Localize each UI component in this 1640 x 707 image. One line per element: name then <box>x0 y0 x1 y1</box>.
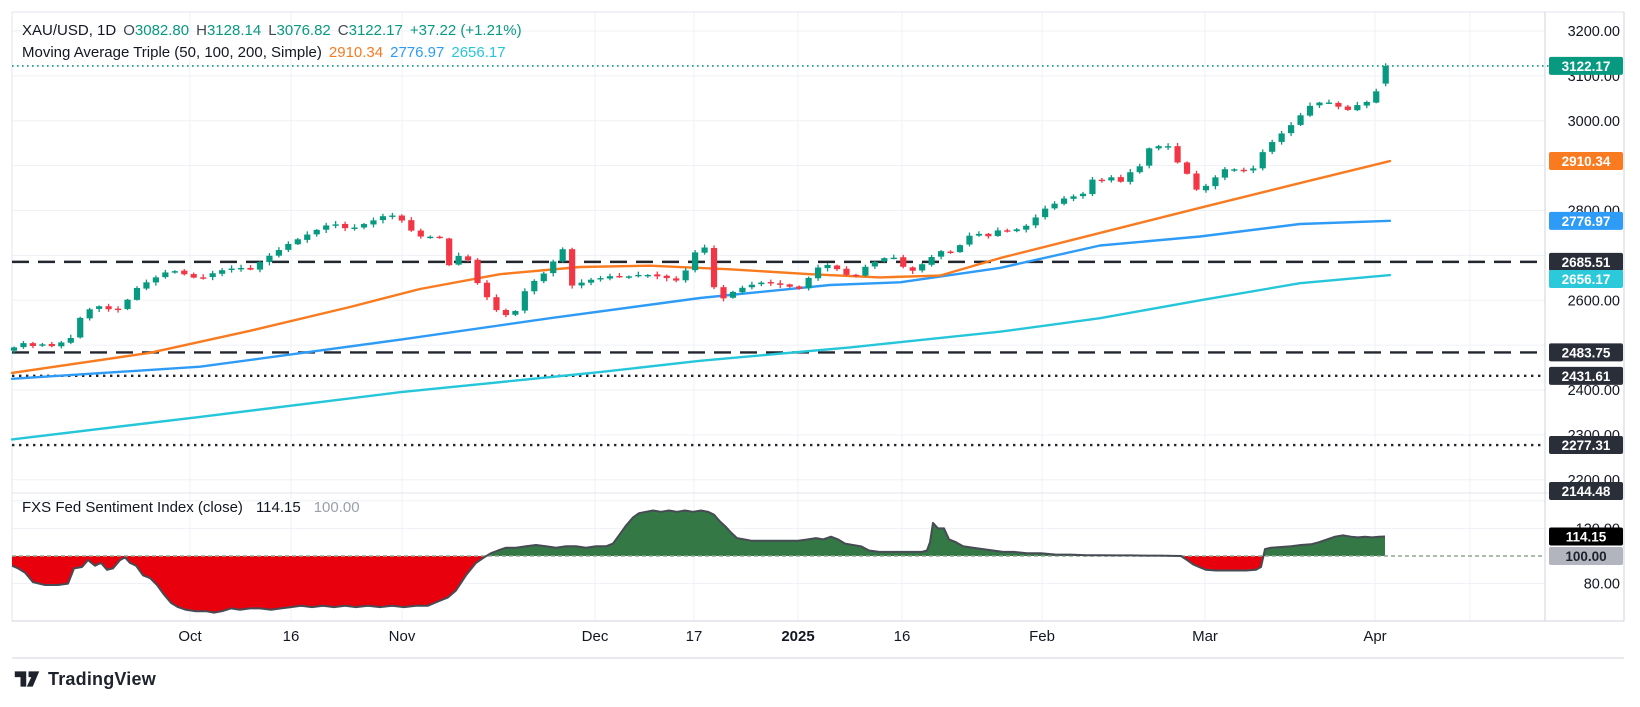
moving-averages <box>10 159 1392 441</box>
sentiment-area-negative <box>12 556 1385 613</box>
sma-50-line[interactable] <box>10 159 1392 375</box>
ma50-value: 2910.34 <box>328 44 384 61</box>
price-axis-label: 80.00 <box>1584 577 1620 593</box>
svg-text:100.00: 100.00 <box>1565 549 1606 564</box>
svg-text:2656.17: 2656.17 <box>1562 272 1611 287</box>
price-axis-badge[interactable]: 100.00 <box>1549 547 1623 565</box>
svg-text:2431.61: 2431.61 <box>1562 369 1611 384</box>
ohlc-high: H3128.14 <box>196 22 262 39</box>
time-axis-label: Feb <box>1029 628 1055 645</box>
price-axis-label: 2600.00 <box>1568 293 1620 309</box>
time-axis-label: Nov <box>389 628 416 645</box>
tradingview-logo[interactable]: TradingView <box>14 668 156 690</box>
sma-200-line[interactable] <box>10 273 1392 441</box>
tradingview-logo-icon <box>14 671 40 687</box>
sentiment-legend[interactable]: FXS Fed Sentiment Index (close) 114.15 1… <box>22 499 360 516</box>
price-axis-badge[interactable]: 2144.48 <box>1549 482 1623 500</box>
price-axis-badge[interactable]: 2656.17 <box>1549 270 1623 288</box>
sentiment-legend-label: FXS Fed Sentiment Index (close) <box>22 499 243 516</box>
price-axis-label: 3000.00 <box>1568 114 1620 130</box>
svg-text:2277.31: 2277.31 <box>1562 438 1611 453</box>
ma-legend-label: Moving Average Triple (50, 100, 200, Sim… <box>22 44 322 61</box>
svg-text:2685.51: 2685.51 <box>1562 255 1611 270</box>
ohlc-close: C3122.17 <box>337 22 403 39</box>
sentiment-outline <box>11 509 1386 614</box>
symbol-legend[interactable]: XAU/USD, 1D O3082.80 H3128.14 L3076.82 C… <box>22 22 522 39</box>
price-axis-label: 2400.00 <box>1568 383 1620 399</box>
price-axis-badge[interactable]: 2910.34 <box>1549 151 1623 170</box>
price-axis-badge[interactable]: 3122.17 <box>1549 56 1623 75</box>
svg-text:3122.17: 3122.17 <box>1562 59 1611 74</box>
svg-text:2910.34: 2910.34 <box>1562 154 1611 169</box>
price-axis-badge[interactable]: 2776.97 <box>1549 211 1623 230</box>
price-change: +37.22 (+1.21%) <box>409 22 522 39</box>
ma200-value: 2656.17 <box>451 44 506 61</box>
candlesticks <box>10 63 1389 355</box>
sentiment-value: 114.15 <box>255 499 301 516</box>
time-axis-label: 16 <box>283 628 300 645</box>
svg-text:2776.97: 2776.97 <box>1562 214 1611 229</box>
price-axis-badge[interactable]: 2685.51 <box>1549 252 1623 271</box>
price-axis[interactable]: 3200.003100.003000.002800.002600.002400.… <box>1549 24 1623 593</box>
price-axis-badge[interactable]: 2277.31 <box>1549 436 1623 455</box>
svg-text:2144.48: 2144.48 <box>1562 484 1611 499</box>
pane-frame <box>11 11 1625 659</box>
time-axis-label: Dec <box>582 628 609 645</box>
price-axis-badge[interactable]: 2431.61 <box>1549 366 1623 385</box>
level-lines <box>12 65 1549 447</box>
time-axis-label: Apr <box>1363 628 1386 645</box>
grid-lines <box>12 12 1545 621</box>
svg-text:2483.75: 2483.75 <box>1562 345 1611 360</box>
symbol-name: XAU/USD, 1D <box>22 22 117 39</box>
time-axis-label: 16 <box>894 628 911 645</box>
svg-text:114.15: 114.15 <box>1566 529 1607 544</box>
time-axis[interactable]: Oct 16 Nov Dec 17 2025 16 Feb Mar Apr <box>178 628 1386 645</box>
sentiment-area-chart[interactable] <box>11 509 1545 614</box>
price-axis-badge[interactable]: 114.15 <box>1549 527 1623 546</box>
price-axis-label: 3200.00 <box>1568 24 1620 40</box>
ma-legend[interactable]: Moving Average Triple (50, 100, 200, Sim… <box>22 44 506 61</box>
tradingview-logo-text: TradingView <box>48 668 156 689</box>
time-axis-label: 17 <box>686 628 703 645</box>
ohlc-open: O3082.80 <box>123 22 190 39</box>
sma-100-line[interactable] <box>10 219 1392 380</box>
time-axis-label: Oct <box>178 628 202 645</box>
time-axis-label: Mar <box>1192 628 1218 645</box>
ohlc-low: L3076.82 <box>268 22 331 39</box>
sentiment-baseline-value: 100.00 <box>313 499 360 516</box>
price-axis-badge[interactable]: 2483.75 <box>1549 343 1623 362</box>
time-axis-label: 2025 <box>781 628 814 645</box>
ma100-value: 2776.97 <box>390 44 445 61</box>
